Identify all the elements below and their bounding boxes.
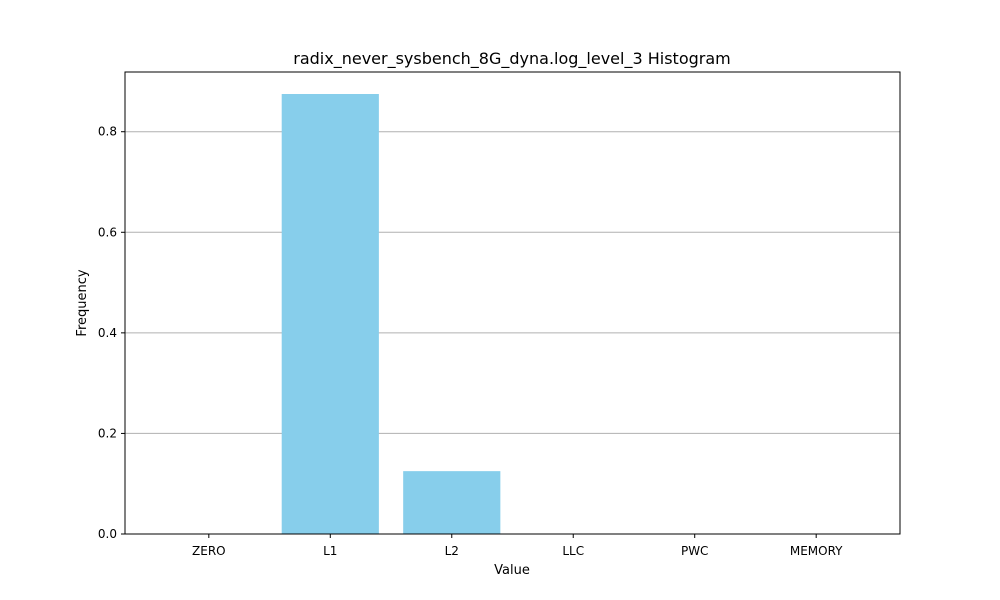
y-axis-label: Frequency xyxy=(75,269,90,336)
y-tick-label: 0.2 xyxy=(98,426,117,440)
bars-layer xyxy=(281,94,501,534)
x-tick-label: LLC xyxy=(562,544,584,558)
plot-frame xyxy=(124,71,901,535)
x-tick-label: ZERO xyxy=(192,544,226,558)
chart-title: radix_never_sysbench_8G_dyna.log_level_3… xyxy=(293,49,730,69)
x-axis: ZERO L1 L2 LLC PWC MEMORY xyxy=(192,534,843,558)
y-tick-label: 0.4 xyxy=(98,326,117,340)
y-tick-label: 0.6 xyxy=(98,225,117,239)
x-tick-label: L2 xyxy=(445,544,459,558)
x-tick-label: MEMORY xyxy=(790,544,843,558)
grid-layer xyxy=(125,131,900,434)
x-tick-label: PWC xyxy=(681,544,708,558)
y-tick-label: 0.8 xyxy=(98,125,117,139)
bar-l2 xyxy=(403,471,501,534)
x-axis-label: Value xyxy=(494,563,530,578)
x-tick-label: L1 xyxy=(323,544,337,558)
bar-l1 xyxy=(281,94,379,534)
y-tick-label: 0.0 xyxy=(98,527,117,541)
y-axis: 0.0 0.2 0.4 0.6 0.8 xyxy=(98,125,125,541)
